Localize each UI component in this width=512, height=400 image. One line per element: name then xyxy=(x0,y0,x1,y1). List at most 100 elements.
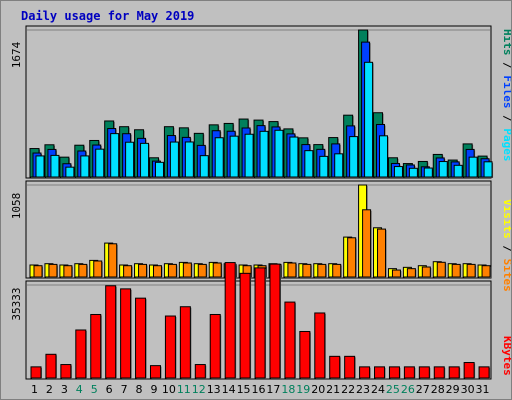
pages-bar-day-25 xyxy=(393,166,404,178)
sites-bar-day-25 xyxy=(391,269,402,278)
sites-bar-day-19 xyxy=(302,263,312,278)
visits-panel xyxy=(25,180,492,279)
legend-kbytes: KBytes xyxy=(501,336,511,376)
chart-panels xyxy=(25,25,494,380)
x-tick-day-26: 26 xyxy=(401,383,415,396)
kbytes-bar-day-25 xyxy=(388,366,401,379)
pages-bar-day-22 xyxy=(349,136,359,178)
pages-bar-day-6 xyxy=(110,133,120,178)
pages-bar-day-29 xyxy=(453,164,464,178)
kbytes-bar-day-16 xyxy=(254,267,267,379)
x-tick-day-19: 19 xyxy=(296,383,310,396)
pages-bar-day-26 xyxy=(408,167,419,178)
sites-bar-day-23 xyxy=(362,209,372,278)
pages-bar-day-19 xyxy=(304,150,314,178)
sites-bar-day-21 xyxy=(332,263,342,278)
kbytes-legend: KBytes xyxy=(501,336,511,376)
x-tick-day-4: 4 xyxy=(76,383,83,396)
kbytes-bar-day-3 xyxy=(60,364,72,379)
svg-text:Visits / Sites: Visits / Sites xyxy=(501,199,511,292)
pages-bar-day-4 xyxy=(80,155,90,178)
kbytes-bar-day-29 xyxy=(448,366,461,379)
kbytes-bar-day-17 xyxy=(269,263,281,379)
x-tick-day-15: 15 xyxy=(237,383,251,396)
kbytes-bar-day-19 xyxy=(299,330,311,379)
x-tick-day-22: 22 xyxy=(341,383,355,396)
pages-bar-day-9 xyxy=(154,161,165,178)
pages-bar-day-1 xyxy=(35,155,45,178)
pages-bar-day-30 xyxy=(468,156,479,178)
pages-bar-day-8 xyxy=(140,142,150,178)
x-tick-day-25: 25 xyxy=(386,383,400,396)
visits-legend: Visits / Sites xyxy=(501,199,511,292)
sites-bar-day-20 xyxy=(317,263,327,278)
x-tick-day-23: 23 xyxy=(356,383,370,396)
sites-bar-day-13 xyxy=(212,262,223,278)
hits-legend: Hits / Files / Pages xyxy=(501,29,511,162)
x-axis-tick-labels: 1 2 3 4 5 6 7 8 9 10 11 12 13 14 15 16 17 18 19 20 21 22 23 24 2… xyxy=(31,383,490,396)
visits-ymax-label: 1058 xyxy=(10,193,23,220)
svg-text:Hits / Files / Pages: Hits / Files / Pages xyxy=(501,29,511,162)
sites-bar-day-3 xyxy=(63,265,73,278)
x-tick-day-31: 31 xyxy=(476,383,490,396)
chart-title: Daily usage for May 2019 xyxy=(21,9,194,23)
kbytes-bar-day-18 xyxy=(284,301,296,379)
sites-bar-day-24 xyxy=(377,228,387,278)
pages-bar-day-16 xyxy=(259,130,270,178)
kbytes-bar-day-1 xyxy=(30,366,42,379)
x-tick-day-5: 5 xyxy=(91,383,98,396)
kbytes-bar-day-7 xyxy=(120,288,132,379)
kbytes-panel xyxy=(25,262,492,380)
kbytes-bar-day-14 xyxy=(224,262,237,379)
x-tick-day-12: 12 xyxy=(192,383,206,396)
legend-pages: Pages xyxy=(501,128,511,161)
pages-bar-day-27 xyxy=(423,167,434,178)
x-tick-day-18: 18 xyxy=(281,383,295,396)
x-tick-day-21: 21 xyxy=(326,383,340,396)
sites-bar-day-28 xyxy=(436,261,447,278)
legend-sites: Sites xyxy=(501,259,511,292)
sites-bar-day-22 xyxy=(347,237,357,278)
x-tick-day-30: 30 xyxy=(461,383,475,396)
kbytes-bar-day-27 xyxy=(418,366,431,379)
legend-sep-3: / xyxy=(501,239,511,259)
pages-bar-day-11 xyxy=(184,141,195,178)
pages-bar-day-18 xyxy=(289,136,299,178)
kbytes-bar-day-23 xyxy=(359,366,371,379)
kbytes-bar-day-2 xyxy=(45,353,57,379)
visits-panel-frame xyxy=(25,180,492,279)
x-tick-day-6: 6 xyxy=(106,383,113,396)
sites-bar-day-18 xyxy=(287,262,297,278)
kbytes-bar-day-22 xyxy=(344,355,356,379)
kbytes-bar-day-13 xyxy=(209,313,222,379)
pages-bar-day-17 xyxy=(274,129,284,178)
legend-hits: Hits xyxy=(501,29,511,56)
x-tick-day-3: 3 xyxy=(61,383,68,396)
sites-bar-day-5 xyxy=(93,260,103,278)
kbytes-bar-day-26 xyxy=(403,366,416,379)
kbytes-bar-day-11 xyxy=(179,306,192,379)
x-tick-day-13: 13 xyxy=(207,383,221,396)
pages-bar-day-7 xyxy=(125,141,135,178)
sites-bar-day-9 xyxy=(152,265,163,278)
pages-bar-day-15 xyxy=(244,133,255,178)
pages-bar-day-13 xyxy=(214,137,225,178)
x-tick-day-27: 27 xyxy=(416,383,430,396)
sites-bar-day-26 xyxy=(406,268,417,278)
kbytes-bar-day-30 xyxy=(463,362,476,379)
sites-bar-day-29 xyxy=(451,263,462,278)
pages-bar-day-24 xyxy=(379,135,389,178)
x-tick-day-14: 14 xyxy=(222,383,236,396)
legend-sep-1: / xyxy=(501,56,511,76)
sites-bar-day-7 xyxy=(123,265,133,278)
legend-visits: Visits xyxy=(501,199,511,239)
sites-bar-day-2 xyxy=(48,263,58,278)
pages-bar-day-10 xyxy=(169,141,180,178)
kbytes-bar-day-4 xyxy=(75,329,87,379)
x-tick-day-7: 7 xyxy=(121,383,128,396)
pages-bar-day-31 xyxy=(483,161,494,178)
sites-bar-day-30 xyxy=(466,263,477,278)
x-tick-day-8: 8 xyxy=(136,383,143,396)
pages-bar-day-5 xyxy=(95,148,105,178)
